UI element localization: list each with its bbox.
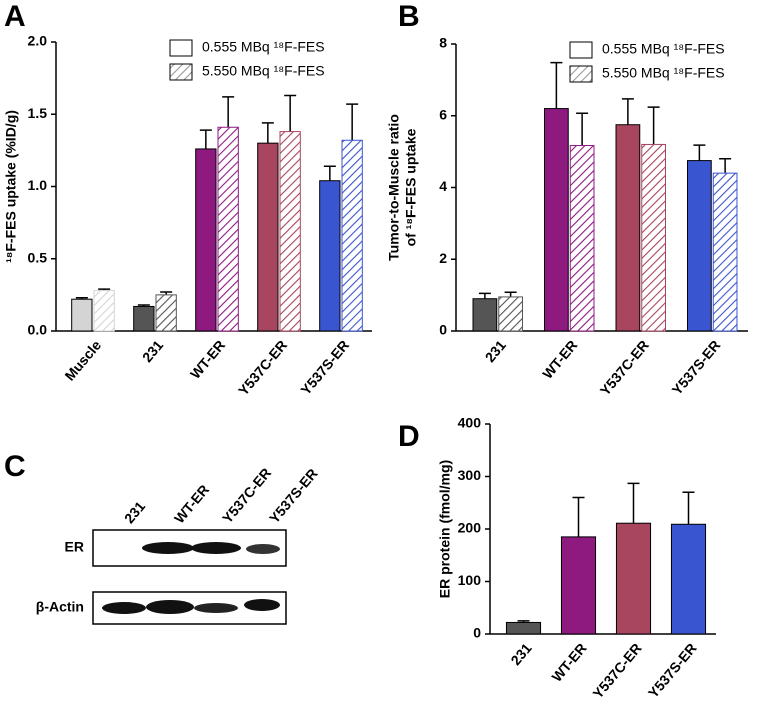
bar — [257, 142, 279, 332]
legend-swatch — [569, 41, 593, 59]
bar — [498, 296, 523, 332]
x-tick-label: WT-ER — [187, 337, 228, 382]
bar — [133, 305, 155, 332]
bar — [505, 621, 542, 635]
y-tick-label: 8 — [439, 35, 447, 51]
y-tick-label: 0.0 — [28, 322, 48, 338]
error-bar — [693, 144, 706, 161]
bar — [472, 298, 498, 332]
bar — [195, 148, 217, 332]
bar — [670, 523, 707, 635]
x-tick-label: Y537S-ER — [669, 337, 724, 398]
bar — [712, 172, 738, 332]
y-tick-label: 0 — [473, 625, 481, 641]
error-bar — [346, 103, 359, 141]
legend-swatch — [569, 65, 593, 83]
bar — [544, 108, 569, 332]
y-tick-label: 200 — [458, 520, 482, 536]
blot — [92, 529, 287, 625]
error-bar — [627, 482, 640, 524]
y-tick-label: 2 — [439, 250, 447, 266]
legend-label: 5.550 MBq ¹⁸F-FES — [602, 65, 725, 81]
panel-label: D — [398, 420, 420, 453]
x-tick-label: WT-ER — [539, 337, 580, 382]
error-bar — [719, 158, 732, 174]
x-tick-label: 231 — [139, 337, 166, 365]
band — [194, 603, 238, 613]
bar — [71, 298, 93, 332]
legend-swatch — [169, 39, 193, 57]
y-tick-label: 1.5 — [28, 105, 48, 121]
bar — [687, 160, 712, 332]
bar — [615, 522, 652, 635]
bar — [615, 124, 641, 332]
bar — [93, 290, 115, 332]
x-tick-label: Muscle — [61, 337, 104, 384]
y-axis-label: ER protein (fmol/mg) — [437, 460, 453, 598]
x-tick-label: Y537C-ER — [235, 337, 290, 399]
y-tick-label: 400 — [458, 415, 482, 431]
bar — [560, 536, 597, 635]
band — [102, 602, 146, 614]
y-tick-label: 4 — [439, 178, 447, 194]
legend-swatch — [169, 63, 193, 81]
row-label: ER — [65, 539, 84, 555]
y-tick-label: 1.0 — [28, 177, 48, 193]
y-tick-label: 0.5 — [28, 249, 48, 265]
bar — [641, 143, 666, 332]
error-bar — [199, 129, 212, 149]
bar — [155, 294, 177, 332]
error-bar — [284, 94, 297, 132]
panel-label: C — [4, 450, 26, 483]
y-axis-label: of ¹⁸F-FES uptake — [403, 128, 419, 246]
x-tick-label: Y537C-ER — [597, 337, 652, 399]
error-bar — [504, 291, 517, 297]
band — [142, 542, 194, 554]
x-tick-label: Y537S-ER — [297, 337, 352, 398]
y-tick-label: 300 — [458, 467, 482, 483]
band — [146, 600, 194, 614]
panel-label: A — [4, 0, 26, 33]
band — [191, 542, 241, 554]
x-tick-label: 231 — [482, 337, 509, 365]
x-tick-label: 231 — [507, 640, 534, 668]
y-tick-label: 0 — [439, 322, 447, 338]
legend-label: 0.555 MBq ¹⁸F-FES — [602, 41, 725, 57]
y-axis-label: Tumor-to-Muscle ratio — [386, 114, 402, 261]
bar — [319, 180, 341, 332]
bar — [279, 131, 301, 332]
band — [246, 544, 280, 554]
bar — [217, 126, 239, 332]
bar — [569, 145, 595, 332]
lane-label: 231 — [121, 498, 148, 526]
legend-label: 5.550 MBq ¹⁸F-FES — [202, 63, 325, 79]
panel-label: B — [398, 0, 420, 33]
y-tick-label: 100 — [458, 572, 482, 588]
error-bar — [576, 112, 589, 146]
lane-label: Y537S-ER — [266, 465, 321, 526]
error-bar — [261, 122, 274, 144]
y-tick-label: 2.0 — [28, 33, 48, 49]
error-bar — [222, 96, 235, 128]
lane-label: WT-ER — [171, 481, 212, 526]
error-bar — [647, 106, 660, 145]
bar — [341, 139, 363, 332]
error-bar — [478, 292, 491, 299]
error-bar — [323, 165, 336, 181]
y-axis-label: ¹⁸F-FES uptake (%ID/g) — [3, 110, 19, 263]
error-bar — [682, 491, 695, 525]
x-tick-label: Y537S-ER — [645, 640, 700, 701]
error-bar — [550, 61, 563, 109]
x-tick-label: WT-ER — [548, 640, 589, 685]
error-bar — [572, 496, 585, 537]
error-bar — [621, 98, 634, 125]
row-label: β-Actin — [36, 599, 84, 615]
y-tick-label: 6 — [439, 106, 447, 122]
band — [244, 599, 280, 611]
x-tick-label: Y537C-ER — [589, 640, 644, 702]
legend-label: 0.555 MBq ¹⁸F-FES — [202, 39, 325, 55]
